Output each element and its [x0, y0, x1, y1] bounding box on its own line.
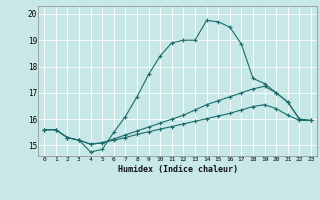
X-axis label: Humidex (Indice chaleur): Humidex (Indice chaleur)	[118, 165, 238, 174]
